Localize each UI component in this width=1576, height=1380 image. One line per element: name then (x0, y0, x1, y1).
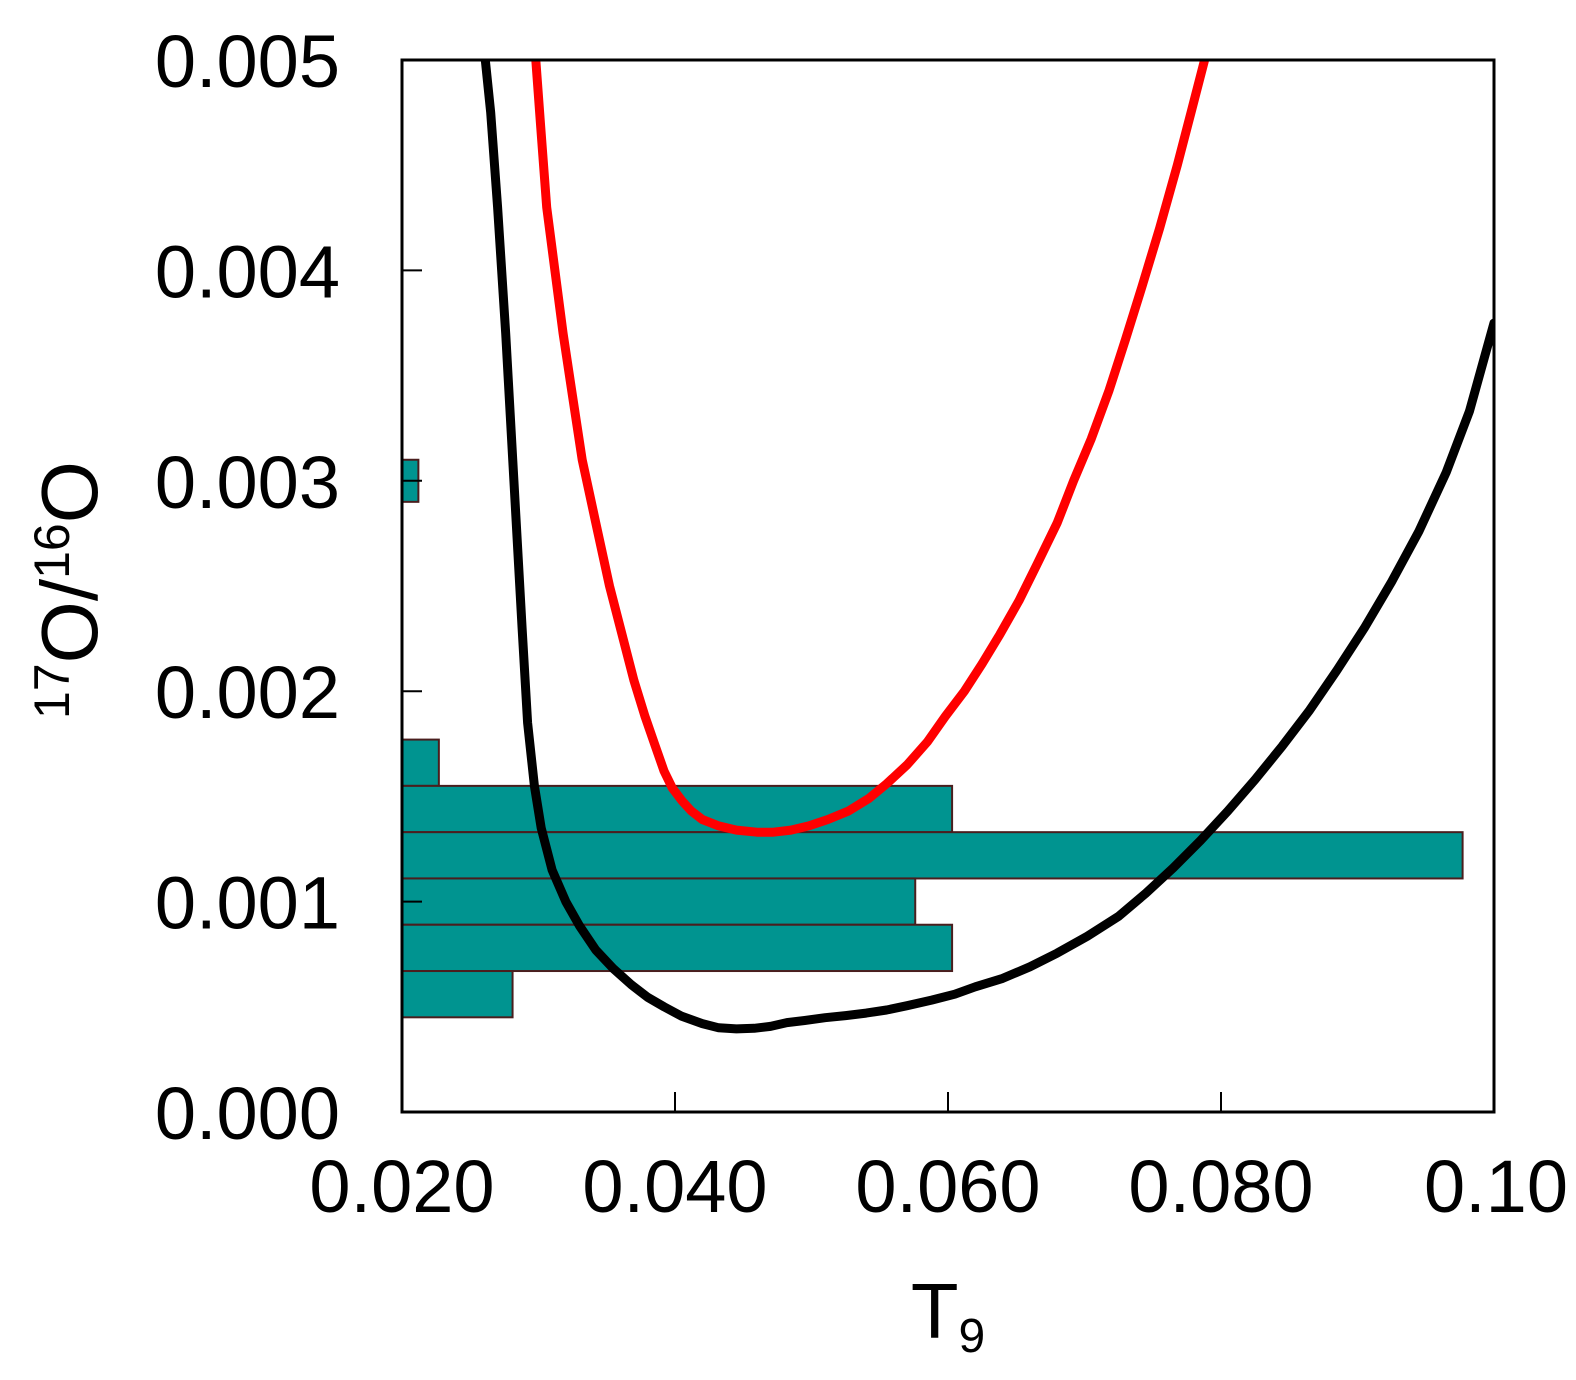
histogram-bar-3 (402, 831, 1464, 880)
histogram-bar-4 (402, 877, 917, 926)
y-tick-label-2: 0.002 (155, 651, 340, 734)
y-tick-label-1: 0.001 (155, 862, 340, 945)
histogram (402, 458, 1464, 1019)
axis-ticks (401, 59, 1495, 1113)
y-axis-label-sup1: 17 (24, 663, 80, 719)
x-tick-labels: 0.020 0.040 0.060 0.080 0.10 (309, 1145, 1568, 1228)
x-axis-label-main: T (911, 1267, 959, 1355)
y-tick-labels: 0.000 0.001 0.002 0.003 0.004 0.005 (155, 20, 340, 1155)
histogram-bar-5 (402, 923, 954, 973)
y-tick-label-4: 0.004 (155, 230, 340, 313)
x-tick-label-2: 0.060 (855, 1145, 1040, 1228)
x-tick-label-3: 0.080 (1128, 1145, 1313, 1228)
series-line-1 (531, 60, 1210, 837)
x-axis-label: T9 (911, 1267, 985, 1363)
x-tick-label-4: 0.10 (1424, 1145, 1568, 1228)
histogram-bar-6 (402, 970, 514, 1019)
y-axis-label-main1: O/ (25, 578, 114, 663)
x-axis-label-subscript: 9 (958, 1310, 985, 1363)
y-tick-label-5: 0.005 (155, 20, 340, 103)
histogram-bar-1 (402, 738, 440, 787)
y-axis-label: 17O/16O (24, 461, 114, 719)
y-axis-label-sup2: 16 (24, 523, 80, 579)
y-axis-label-main2: O (25, 461, 114, 523)
x-tick-label-0: 0.020 (309, 1145, 494, 1228)
series-lines (480, 60, 1494, 1034)
x-tick-label-1: 0.040 (582, 1145, 767, 1228)
series-line-0 (480, 60, 1494, 1034)
y-tick-label-3: 0.003 (155, 441, 340, 524)
y-tick-label-0: 0.000 (155, 1072, 340, 1155)
